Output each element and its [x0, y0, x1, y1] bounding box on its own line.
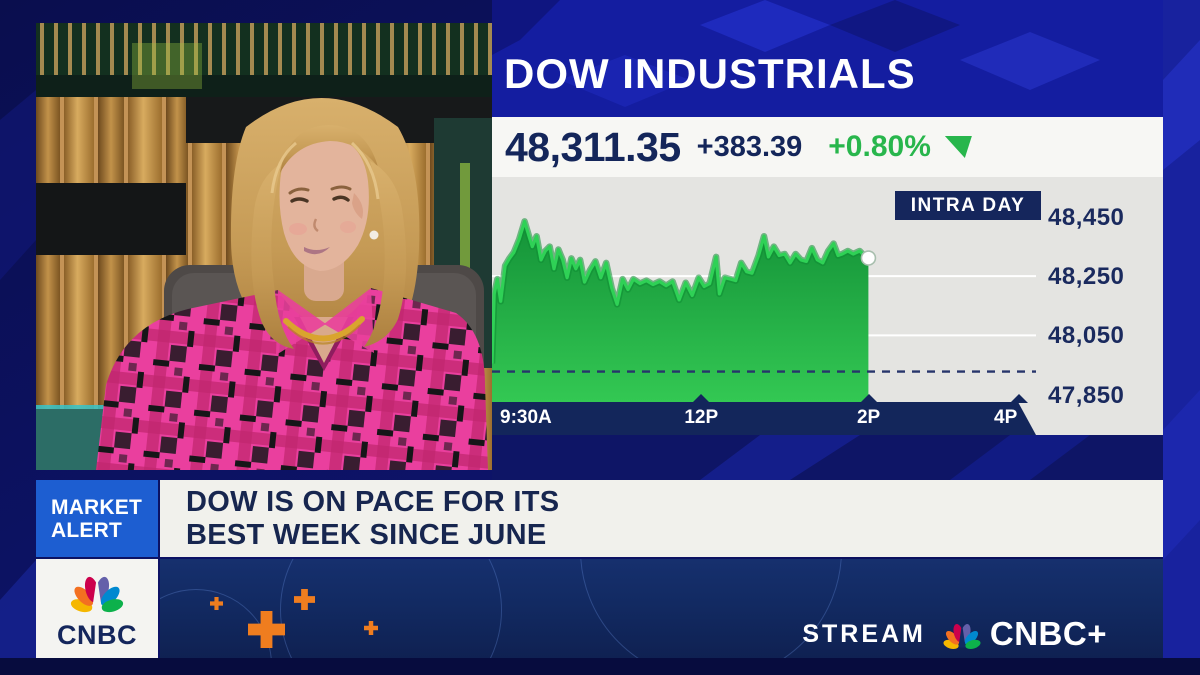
x-tick-notch	[1010, 394, 1028, 403]
x-axis-bar: 9:30A 12P 2P 4P	[492, 402, 1036, 435]
last-price: 48,311.35	[505, 123, 681, 170]
market-alert-line1: MARKET	[51, 496, 143, 519]
studio-scene	[36, 23, 492, 470]
x-tick-label: 2P	[856, 407, 881, 428]
pearl-earring	[369, 230, 379, 240]
y-tick-label: 47,850	[1048, 381, 1125, 409]
gold-necklace	[283, 316, 365, 342]
guest-video-feed	[36, 23, 492, 470]
market-alert-badge: MARKET ALERT	[36, 480, 158, 557]
x-tick-notch	[859, 394, 878, 403]
intraday-badge: INTRA DAY	[895, 191, 1041, 220]
cnbc-peacock-icon	[70, 576, 124, 613]
cnbc-wordmark: CNBC	[57, 620, 137, 650]
cnbc-peacock-icon-small	[943, 623, 981, 649]
guest-person	[96, 98, 488, 470]
headline-line2: BEST WEEK SINCE JUNE	[186, 519, 547, 551]
x-tick-label: 4P	[994, 407, 1018, 428]
cnbc-logo-box: CNBC	[36, 559, 158, 658]
quote-bar: 48,311.35 +383.39 +0.80%	[492, 117, 1163, 177]
face	[279, 136, 369, 271]
stream-cnbc-plus-lockup: STREAM CNBC+	[802, 615, 1107, 653]
headline-line1: DOW IS ON PACE FOR ITS	[186, 486, 560, 518]
y-tick-label: 48,050	[1048, 322, 1125, 350]
x-tick-label: 12P	[684, 407, 719, 428]
last-trade-marker	[860, 250, 877, 266]
price-area	[492, 221, 869, 402]
y-tick-label: 48,250	[1048, 263, 1125, 291]
price-line	[492, 219, 870, 364]
x-tick-label: 9:30A	[500, 407, 552, 428]
x-tick-notch	[692, 394, 711, 403]
up-arrow-icon	[944, 136, 972, 158]
headline-banner: DOW IS ON PACE FOR ITS BEST WEEK SINCE J…	[160, 480, 1163, 557]
cnbc-plus-wordmark: CNBC+	[989, 615, 1107, 652]
intraday-chart-panel: INTRA DAY 9:30A 12P 2P 4P 48,450 48,250 48,05…	[492, 177, 1163, 435]
ceiling-grille	[36, 23, 492, 81]
ticker-title: DOW INDUSTRIALS	[504, 50, 916, 97]
net-change: +383.39	[696, 130, 803, 163]
stream-label: STREAM	[802, 619, 926, 648]
market-alert-line2: ALERT	[51, 519, 122, 542]
y-tick-label: 48,450	[1048, 203, 1125, 231]
percent-change: +0.80%	[828, 130, 931, 163]
intraday-area-chart	[492, 218, 1036, 402]
branding-strip: STREAM CNBC+	[160, 559, 1163, 658]
plaid-jacket	[96, 288, 488, 470]
